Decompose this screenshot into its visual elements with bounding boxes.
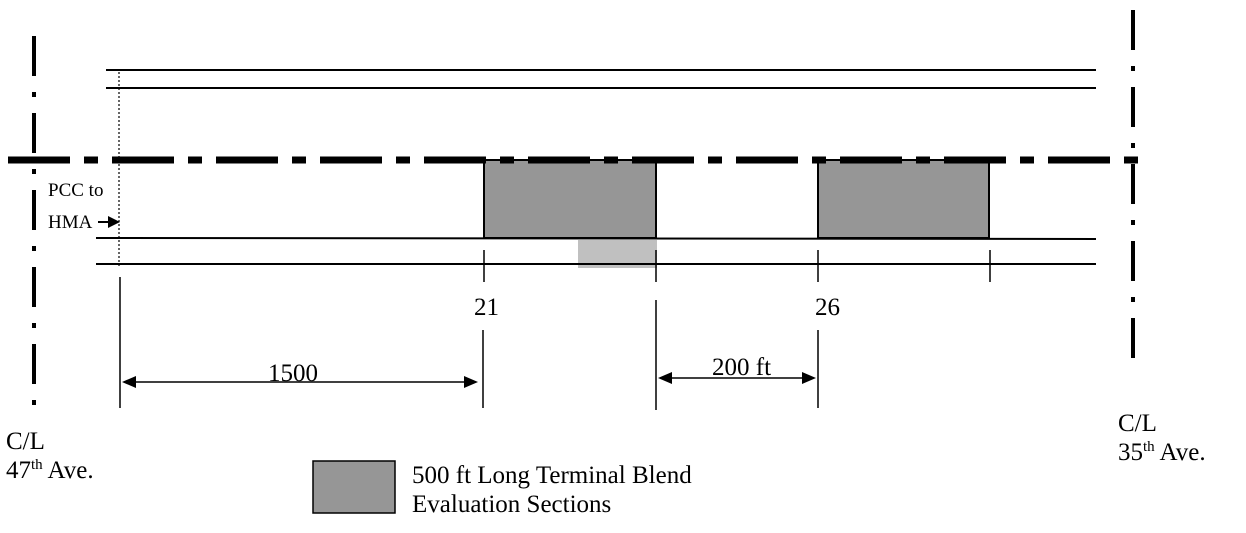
centerline-right-line1: C/L xyxy=(1118,410,1157,437)
centerline-right-suffix: th xyxy=(1143,438,1155,455)
legend-text-line2: Evaluation Sections xyxy=(412,490,612,518)
transition-arrow-head xyxy=(108,216,120,228)
dimension-label-1500: 1500 xyxy=(268,360,318,387)
centerline-left-rest: Ave. xyxy=(42,456,94,484)
centerline-right-rest: Ave. xyxy=(1154,438,1206,466)
dimension-arrowhead-right-1 xyxy=(464,376,478,388)
centerline-right-number: 35 xyxy=(1118,438,1143,466)
centerline-left-line2: 47th Ave. xyxy=(6,457,94,486)
station-label-21: 21 xyxy=(474,294,499,321)
legend-text: 500 ft Long Terminal Blend Evaluation Se… xyxy=(412,462,692,520)
transition-label-line2: HMA xyxy=(48,212,93,233)
centerline-left-line1: C/L xyxy=(6,428,45,455)
dimension-arrowhead-right-2 xyxy=(802,372,816,384)
centerline-right-line2: 35th Ave. xyxy=(1118,439,1206,468)
legend-text-line1: 500 ft Long Terminal Blend xyxy=(412,462,692,489)
centerline-label-left: C/L 47th Ave. xyxy=(6,428,94,486)
evaluation-section-1 xyxy=(483,159,657,239)
transition-label-line1: PCC to xyxy=(48,180,104,201)
evaluation-section-2 xyxy=(817,159,990,239)
lane-line-lower-1 xyxy=(95,237,1097,240)
centerline-label-right: C/L 35th Ave. xyxy=(1118,410,1206,468)
dimension-arrowhead-left-1 xyxy=(122,376,136,388)
station-label-26: 26 xyxy=(815,294,840,321)
dimension-label-200ft: 200 ft xyxy=(712,354,772,381)
centerline-left-suffix: th xyxy=(31,456,43,473)
legend-swatch xyxy=(312,460,396,514)
dimension-arrowhead-left-2 xyxy=(658,372,672,384)
centerline-left-number: 47 xyxy=(6,456,31,484)
